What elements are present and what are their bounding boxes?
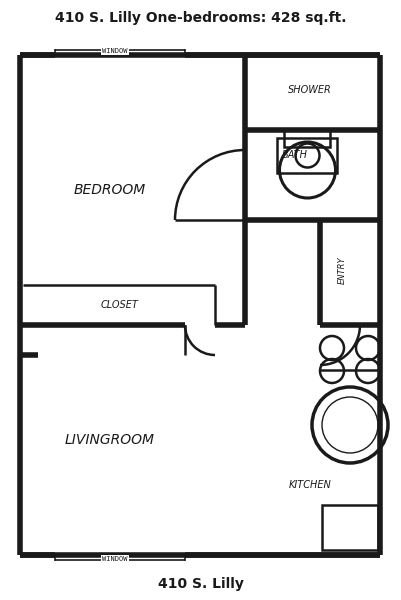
- Bar: [277, 138, 337, 173]
- Text: CLOSET: CLOSET: [101, 300, 139, 310]
- Text: 410 S. Lilly One-bedrooms: 428 sq.ft.: 410 S. Lilly One-bedrooms: 428 sq.ft.: [55, 11, 346, 25]
- Text: ENTRY: ENTRY: [337, 256, 346, 284]
- Text: WINDOW: WINDOW: [102, 48, 128, 54]
- Text: WINDOW: WINDOW: [102, 556, 128, 562]
- Text: SHOWER: SHOWER: [288, 85, 331, 95]
- Text: LIVINGROOM: LIVINGROOM: [65, 433, 155, 447]
- Bar: [321, 505, 377, 550]
- Bar: [284, 129, 330, 147]
- Text: KITCHEN: KITCHEN: [288, 480, 330, 490]
- Text: BEDROOM: BEDROOM: [74, 183, 146, 197]
- Text: 410 S. Lilly: 410 S. Lilly: [158, 577, 243, 591]
- Text: BATH: BATH: [281, 150, 307, 160]
